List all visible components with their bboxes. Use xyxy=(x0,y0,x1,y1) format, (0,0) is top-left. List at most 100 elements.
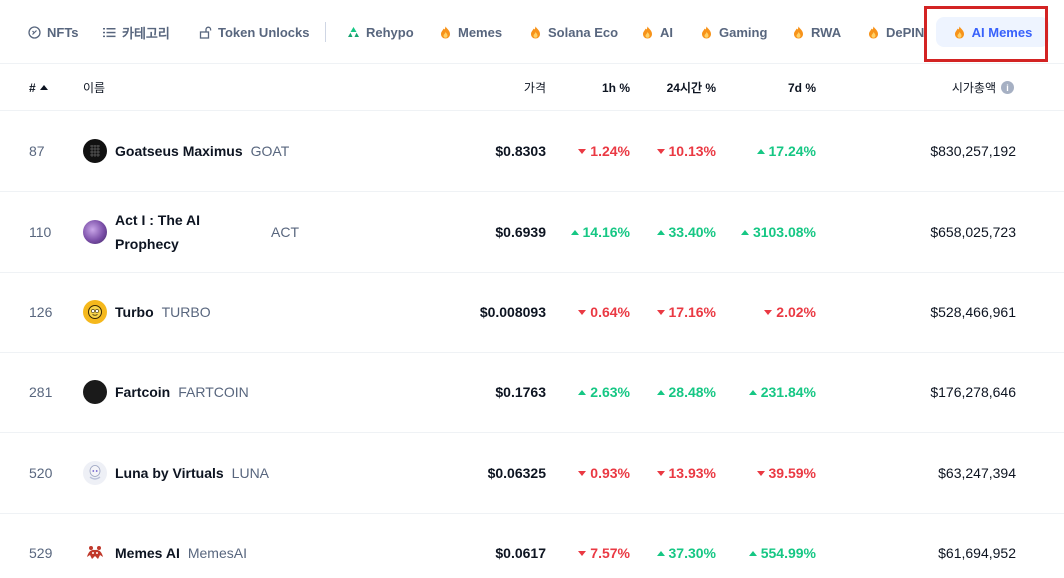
caret-down-icon xyxy=(756,470,765,476)
rank-cell: 529 xyxy=(29,545,53,561)
filter-ai[interactable]: AI xyxy=(641,17,673,47)
coin-name[interactable]: Act I : The AI Prophecy xyxy=(115,212,201,252)
filter-gaming[interactable]: Gaming xyxy=(700,17,767,47)
filter-label: DePIN xyxy=(886,24,925,40)
coin-logo-cell[interactable] xyxy=(83,192,107,272)
change-1h-value: 14.16% xyxy=(582,224,630,240)
filter-ai-memes[interactable]: AI Memes xyxy=(936,17,1049,47)
market-cap-cell: $528,466,961 xyxy=(930,304,1016,320)
table-row[interactable]: 529 Memes AI MemesAI $0.0617 7.57% 37.30… xyxy=(0,513,1064,578)
coin-name: Goatseus Maximus xyxy=(115,143,243,159)
caret-down-icon xyxy=(656,470,665,476)
header-rank[interactable]: # xyxy=(29,64,48,111)
fartcoin-logo-icon xyxy=(83,380,107,404)
table-row[interactable]: 126 Turbo TURBO $0.008093 0.64% 17.16% 2… xyxy=(0,272,1064,353)
change-24h-cell: 17.16% xyxy=(656,272,716,352)
filter-divider xyxy=(325,22,326,42)
price-cell: $0.1763 xyxy=(495,384,546,400)
coin-symbol: MemesAI xyxy=(187,545,247,561)
coin-name-cell[interactable]: Goatseus Maximus GOAT xyxy=(83,111,289,191)
change-1h-value: 1.24% xyxy=(590,143,630,159)
market-cap-cell: $658,025,723 xyxy=(930,224,1016,240)
filter-rehypo[interactable]: Rehypo xyxy=(347,17,414,47)
rank-cell: 520 xyxy=(29,465,53,481)
change-1h-value: 0.64% xyxy=(590,304,630,320)
change-7d-cell: 39.59% xyxy=(756,433,816,513)
table-row[interactable]: 281 Fartcoin FARTCOIN $0.1763 2.63% 28.4… xyxy=(0,352,1064,433)
fire-icon xyxy=(439,26,452,39)
change-7d-value: 39.59% xyxy=(768,465,816,481)
change-24h-value: 10.13% xyxy=(668,143,716,159)
filter-rwa[interactable]: RWA xyxy=(792,17,841,47)
header-name[interactable]: 이름 xyxy=(83,64,105,111)
filter-label: Token Unlocks xyxy=(218,24,310,40)
caret-up-icon xyxy=(656,550,665,556)
change-24h-value: 17.16% xyxy=(668,304,716,320)
coin-symbol: LUNA xyxy=(231,465,270,481)
caret-down-icon xyxy=(764,309,773,315)
nft-icon xyxy=(28,25,41,39)
filter-token-unlocks[interactable]: Token Unlocks xyxy=(199,17,310,47)
header-market-cap[interactable]: 시가총액 i xyxy=(952,64,1014,111)
change-24h-cell: 33.40% xyxy=(656,192,716,272)
header-price[interactable]: 가격 xyxy=(524,64,546,111)
turbo-logo-icon xyxy=(83,300,107,324)
table-row[interactable]: 520 Luna by Virtuals LUNA $0.06325 0.93%… xyxy=(0,433,1064,514)
filter-categories[interactable]: 카테고리 xyxy=(103,17,170,47)
header-24h[interactable]: 24시간 % xyxy=(667,64,716,111)
rank-cell: 110 xyxy=(29,224,52,240)
caret-down-icon xyxy=(578,148,587,154)
filter-solana-eco[interactable]: Solana Eco xyxy=(529,17,618,47)
coin-name-cell[interactable]: Memes AI MemesAI xyxy=(83,513,247,578)
caret-down-icon xyxy=(578,309,587,315)
change-1h-value: 0.93% xyxy=(590,465,630,481)
change-7d-value: 3103.08% xyxy=(752,224,816,240)
coin-symbol: FARTCOIN xyxy=(178,384,249,400)
coin-name-cell[interactable]: Fartcoin FARTCOIN xyxy=(83,352,249,432)
change-7d-value: 17.24% xyxy=(768,143,816,159)
change-7d-cell: 3103.08% xyxy=(740,192,816,272)
list-icon xyxy=(103,26,116,39)
change-24h-value: 33.40% xyxy=(668,224,716,240)
header-price-label: 가격 xyxy=(523,81,546,95)
filter-memes[interactable]: Memes xyxy=(439,17,502,47)
highlight-box xyxy=(924,6,1048,62)
filter-label: Solana Eco xyxy=(548,24,619,40)
change-7d-cell: 17.24% xyxy=(756,111,816,191)
filter-label: Rehypo xyxy=(366,24,414,40)
table-row[interactable]: 110 Act I : The AI Prophecy ACT $0.6939 … xyxy=(0,192,1064,273)
change-24h-cell: 37.30% xyxy=(656,513,716,578)
change-7d-cell: 231.84% xyxy=(748,352,816,432)
luna-logo-icon xyxy=(83,461,107,485)
caret-up-icon xyxy=(748,389,757,395)
caret-up-icon xyxy=(578,389,587,395)
price-cell: $0.8303 xyxy=(495,143,546,159)
header-1h-label: 1h % xyxy=(601,80,630,95)
change-24h-value: 13.93% xyxy=(668,465,716,481)
coin-name-cell[interactable]: Turbo TURBO xyxy=(83,272,211,352)
filter-label: NFTs xyxy=(47,24,79,40)
filter-label: RWA xyxy=(811,24,842,40)
table-row[interactable]: 87 Goatseus Maximus GOAT $0.8303 1.24% 1… xyxy=(0,111,1064,192)
header-7d[interactable]: 7d % xyxy=(788,64,816,111)
change-1h-cell: 1.24% xyxy=(578,111,630,191)
rank-cell: 87 xyxy=(29,143,45,159)
info-icon[interactable]: i xyxy=(1001,81,1014,94)
caret-up-icon xyxy=(656,229,665,235)
fire-icon xyxy=(953,26,966,39)
goat-logo-icon xyxy=(83,139,107,163)
change-1h-cell: 7.57% xyxy=(578,513,630,578)
act-logo-icon xyxy=(83,220,107,244)
coin-name: Memes AI xyxy=(115,545,180,561)
fire-icon xyxy=(700,26,713,39)
market-cap-cell: $176,278,646 xyxy=(930,384,1016,400)
coin-name-cell[interactable]: Luna by Virtuals LUNA xyxy=(83,433,269,513)
filter-label: 카테고리 xyxy=(122,25,170,41)
header-1h[interactable]: 1h % xyxy=(602,64,630,111)
header-7d-label: 7d % xyxy=(787,80,816,95)
price-cell: $0.6939 xyxy=(495,224,546,240)
filter-nfts[interactable]: NFTs xyxy=(28,17,79,47)
filter-depin[interactable]: DePIN xyxy=(867,17,924,47)
fire-icon xyxy=(792,26,805,39)
price-cell: $0.06325 xyxy=(487,465,546,481)
